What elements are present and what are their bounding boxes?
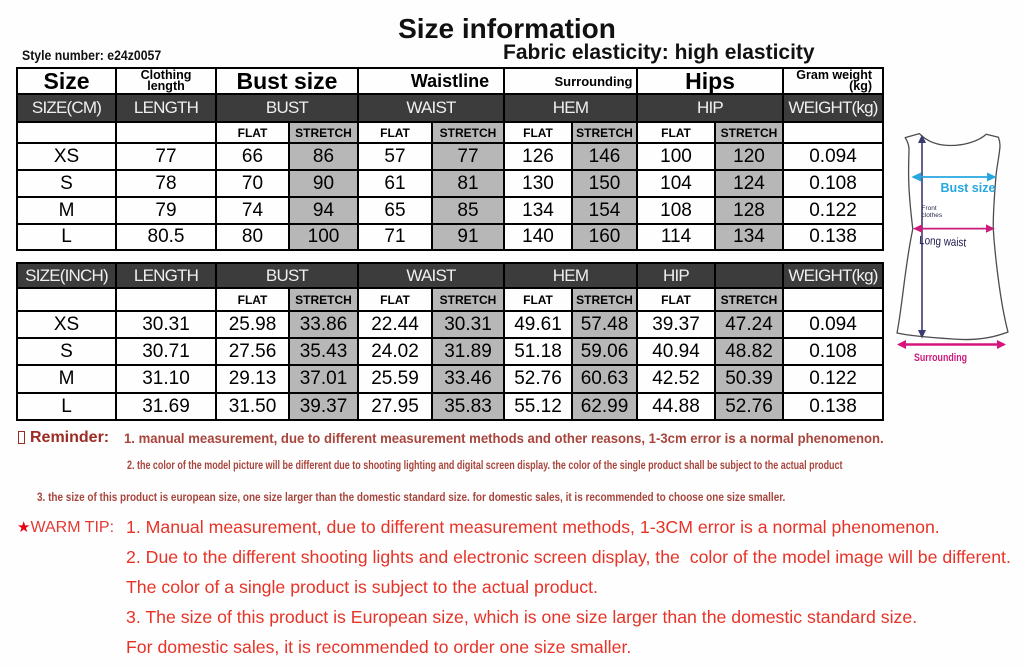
svg-text:clothes: clothes	[922, 212, 943, 219]
svg-text:Long waist: Long waist	[919, 233, 967, 249]
svg-text:Surrounding: Surrounding	[914, 352, 967, 364]
svg-text:Front: Front	[922, 205, 937, 212]
svg-text:Bust size: Bust size	[941, 181, 996, 195]
